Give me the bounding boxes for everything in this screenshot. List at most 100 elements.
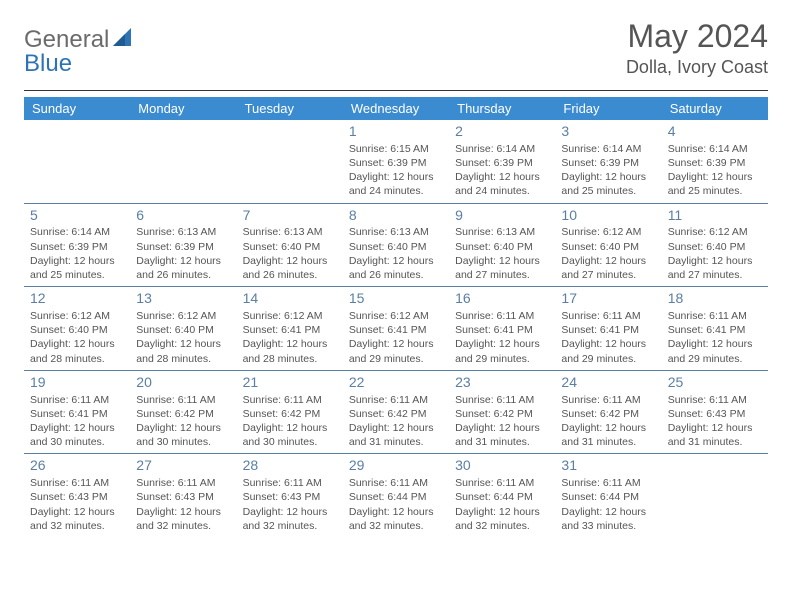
- day-number: 30: [455, 456, 549, 475]
- day-number: 4: [668, 122, 762, 141]
- sunrise-line: Sunrise: 6:14 AM: [561, 142, 655, 156]
- sunset-line: Sunset: 6:40 PM: [349, 240, 443, 254]
- sunset-line: Sunset: 6:43 PM: [30, 490, 124, 504]
- sunrise-line: Sunrise: 6:11 AM: [136, 476, 230, 490]
- calendar-day-cell: 29Sunrise: 6:11 AMSunset: 6:44 PMDayligh…: [343, 454, 449, 537]
- header: General May 2024 Dolla, Ivory Coast: [0, 0, 792, 86]
- sunrise-line: Sunrise: 6:12 AM: [136, 309, 230, 323]
- day-number: 11: [668, 206, 762, 225]
- header-divider: [24, 90, 768, 91]
- daylight-line: Daylight: 12 hours and 29 minutes.: [668, 337, 762, 365]
- calendar-empty-cell: [662, 454, 768, 537]
- sunrise-line: Sunrise: 6:11 AM: [561, 476, 655, 490]
- weekday-header: Wednesday: [343, 97, 449, 120]
- daylight-line: Daylight: 12 hours and 32 minutes.: [136, 505, 230, 533]
- calendar-empty-cell: [130, 120, 236, 203]
- sunset-line: Sunset: 6:39 PM: [668, 156, 762, 170]
- weekday-header: Sunday: [24, 97, 130, 120]
- sunset-line: Sunset: 6:41 PM: [561, 323, 655, 337]
- day-number: 15: [349, 289, 443, 308]
- sunset-line: Sunset: 6:40 PM: [30, 323, 124, 337]
- sunrise-line: Sunrise: 6:12 AM: [243, 309, 337, 323]
- daylight-line: Daylight: 12 hours and 31 minutes.: [561, 421, 655, 449]
- sunset-line: Sunset: 6:39 PM: [30, 240, 124, 254]
- sunset-line: Sunset: 6:44 PM: [455, 490, 549, 504]
- daylight-line: Daylight: 12 hours and 29 minutes.: [349, 337, 443, 365]
- sunrise-line: Sunrise: 6:11 AM: [349, 393, 443, 407]
- calendar-day-cell: 6Sunrise: 6:13 AMSunset: 6:39 PMDaylight…: [130, 203, 236, 287]
- day-number: 27: [136, 456, 230, 475]
- daylight-line: Daylight: 12 hours and 30 minutes.: [30, 421, 124, 449]
- sunrise-line: Sunrise: 6:11 AM: [668, 309, 762, 323]
- day-number: 19: [30, 373, 124, 392]
- daylight-line: Daylight: 12 hours and 27 minutes.: [455, 254, 549, 282]
- daylight-line: Daylight: 12 hours and 24 minutes.: [349, 170, 443, 198]
- day-number: 26: [30, 456, 124, 475]
- sunrise-line: Sunrise: 6:13 AM: [136, 225, 230, 239]
- day-number: 6: [136, 206, 230, 225]
- day-number: 22: [349, 373, 443, 392]
- sunset-line: Sunset: 6:41 PM: [349, 323, 443, 337]
- calendar-day-cell: 7Sunrise: 6:13 AMSunset: 6:40 PMDaylight…: [237, 203, 343, 287]
- sunset-line: Sunset: 6:42 PM: [561, 407, 655, 421]
- calendar-day-cell: 19Sunrise: 6:11 AMSunset: 6:41 PMDayligh…: [24, 370, 130, 454]
- sunset-line: Sunset: 6:40 PM: [561, 240, 655, 254]
- day-number: 17: [561, 289, 655, 308]
- day-number: 13: [136, 289, 230, 308]
- sunrise-line: Sunrise: 6:11 AM: [455, 393, 549, 407]
- day-number: 23: [455, 373, 549, 392]
- daylight-line: Daylight: 12 hours and 25 minutes.: [30, 254, 124, 282]
- day-number: 1: [349, 122, 443, 141]
- weekday-header: Saturday: [662, 97, 768, 120]
- calendar-day-cell: 30Sunrise: 6:11 AMSunset: 6:44 PMDayligh…: [449, 454, 555, 537]
- daylight-line: Daylight: 12 hours and 32 minutes.: [455, 505, 549, 533]
- sunrise-line: Sunrise: 6:14 AM: [668, 142, 762, 156]
- daylight-line: Daylight: 12 hours and 24 minutes.: [455, 170, 549, 198]
- day-number: 14: [243, 289, 337, 308]
- daylight-line: Daylight: 12 hours and 29 minutes.: [561, 337, 655, 365]
- daylight-line: Daylight: 12 hours and 28 minutes.: [30, 337, 124, 365]
- calendar-day-cell: 27Sunrise: 6:11 AMSunset: 6:43 PMDayligh…: [130, 454, 236, 537]
- weekday-header: Thursday: [449, 97, 555, 120]
- day-number: 31: [561, 456, 655, 475]
- daylight-line: Daylight: 12 hours and 28 minutes.: [243, 337, 337, 365]
- day-number: 5: [30, 206, 124, 225]
- daylight-line: Daylight: 12 hours and 30 minutes.: [136, 421, 230, 449]
- calendar-day-cell: 25Sunrise: 6:11 AMSunset: 6:43 PMDayligh…: [662, 370, 768, 454]
- calendar-empty-cell: [24, 120, 130, 203]
- day-number: 16: [455, 289, 549, 308]
- calendar-empty-cell: [237, 120, 343, 203]
- day-number: 29: [349, 456, 443, 475]
- logo: General: [24, 18, 137, 54]
- calendar-row: 12Sunrise: 6:12 AMSunset: 6:40 PMDayligh…: [24, 287, 768, 371]
- daylight-line: Daylight: 12 hours and 33 minutes.: [561, 505, 655, 533]
- day-number: 24: [561, 373, 655, 392]
- calendar-day-cell: 14Sunrise: 6:12 AMSunset: 6:41 PMDayligh…: [237, 287, 343, 371]
- calendar-day-cell: 16Sunrise: 6:11 AMSunset: 6:41 PMDayligh…: [449, 287, 555, 371]
- location: Dolla, Ivory Coast: [626, 57, 768, 78]
- calendar-row: 19Sunrise: 6:11 AMSunset: 6:41 PMDayligh…: [24, 370, 768, 454]
- sunset-line: Sunset: 6:44 PM: [349, 490, 443, 504]
- sunrise-line: Sunrise: 6:11 AM: [30, 476, 124, 490]
- daylight-line: Daylight: 12 hours and 32 minutes.: [349, 505, 443, 533]
- sunset-line: Sunset: 6:43 PM: [668, 407, 762, 421]
- sunrise-line: Sunrise: 6:15 AM: [349, 142, 443, 156]
- daylight-line: Daylight: 12 hours and 30 minutes.: [243, 421, 337, 449]
- sunrise-line: Sunrise: 6:13 AM: [455, 225, 549, 239]
- sunrise-line: Sunrise: 6:11 AM: [668, 393, 762, 407]
- sunset-line: Sunset: 6:44 PM: [561, 490, 655, 504]
- sunset-line: Sunset: 6:42 PM: [349, 407, 443, 421]
- sunset-line: Sunset: 6:41 PM: [243, 323, 337, 337]
- calendar-row: 1Sunrise: 6:15 AM Sunset: 6:39 PM Daylight…: [24, 120, 768, 203]
- sunrise-line: Sunrise: 6:12 AM: [349, 309, 443, 323]
- calendar-day-cell: 3Sunrise: 6:14 AMSunset: 6:39 PMDaylight…: [555, 120, 661, 203]
- weekday-header: Friday: [555, 97, 661, 120]
- calendar-day-cell: 4Sunrise: 6:14 AMSunset: 6:39 PMDaylight…: [662, 120, 768, 203]
- sunrise-line: Sunrise: 6:14 AM: [30, 225, 124, 239]
- logo-text-blue: Blue: [24, 50, 72, 78]
- calendar-day-cell: 17Sunrise: 6:11 AMSunset: 6:41 PMDayligh…: [555, 287, 661, 371]
- sunrise-line: Sunrise: 6:11 AM: [561, 309, 655, 323]
- daylight-line: Daylight: 12 hours and 32 minutes.: [243, 505, 337, 533]
- calendar-day-cell: 5Sunrise: 6:14 AMSunset: 6:39 PMDaylight…: [24, 203, 130, 287]
- calendar-day-cell: 1Sunrise: 6:15 AMSunset: 6:39 PMDaylight…: [343, 120, 449, 203]
